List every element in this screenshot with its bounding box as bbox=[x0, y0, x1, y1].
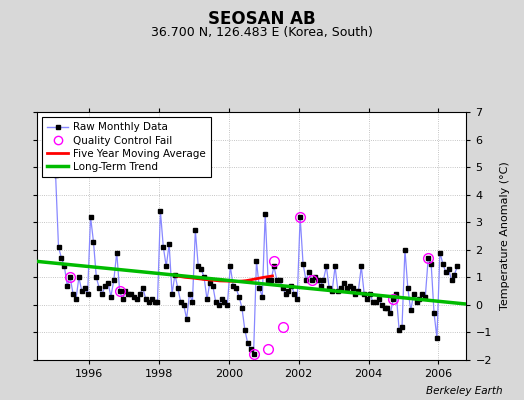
Text: SEOSAN AB: SEOSAN AB bbox=[208, 10, 316, 28]
Text: Berkeley Earth: Berkeley Earth bbox=[427, 386, 503, 396]
Y-axis label: Temperature Anomaly (°C): Temperature Anomaly (°C) bbox=[500, 162, 510, 310]
Text: 36.700 N, 126.483 E (Korea, South): 36.700 N, 126.483 E (Korea, South) bbox=[151, 26, 373, 39]
Legend: Raw Monthly Data, Quality Control Fail, Five Year Moving Average, Long-Term Tren: Raw Monthly Data, Quality Control Fail, … bbox=[42, 117, 211, 177]
